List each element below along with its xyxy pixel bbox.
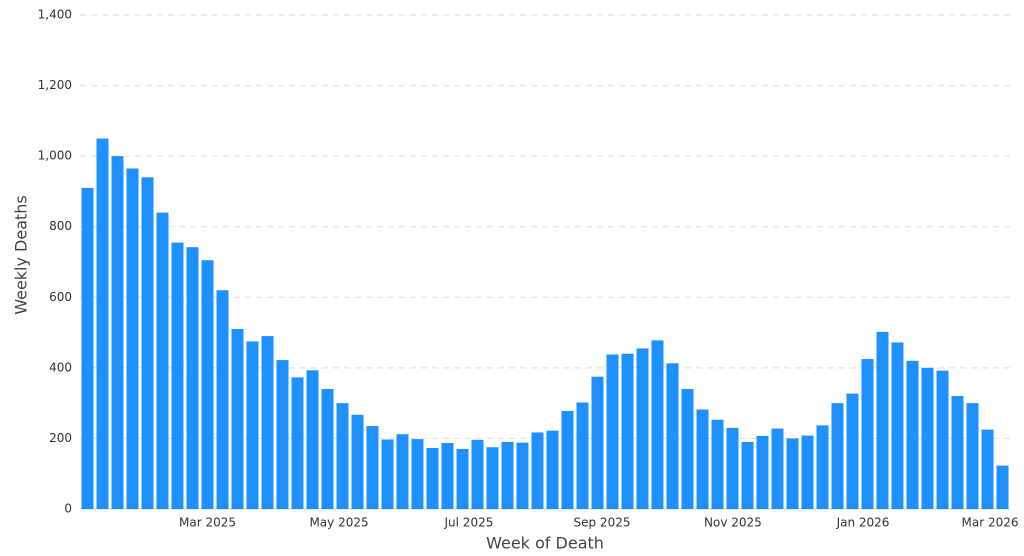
bar [606,354,619,509]
bar [486,447,499,509]
bar [291,377,304,509]
y-tick-label: 1,200 [38,78,72,92]
x-tick-label: Jan 2026 [836,516,890,530]
bar [771,428,784,509]
bar [276,360,289,509]
bar [666,363,679,509]
bar [501,441,514,509]
bar [561,410,574,509]
bar [846,393,859,509]
bar [906,360,919,509]
bar [111,156,124,509]
bar [186,247,199,509]
bar [741,441,754,509]
bar [261,336,274,509]
bar [831,403,844,509]
bar [756,435,769,509]
y-axis-title: Weekly Deaths [12,195,31,315]
bar [306,370,319,509]
bar [966,403,979,509]
x-tick-label: May 2025 [309,516,368,530]
bar [576,402,589,509]
bar [801,435,814,509]
bar [546,430,559,509]
y-tick-label: 200 [49,431,72,445]
bar [531,432,544,509]
bar [246,341,259,509]
bar [156,212,169,509]
y-tick-label: 800 [49,219,72,233]
bar [201,260,214,509]
x-tick-label: Sep 2025 [574,516,631,530]
bar [681,389,694,509]
bar [996,465,1009,509]
bar [891,342,904,509]
bar [876,331,889,509]
bar [636,348,649,509]
bar [471,439,484,509]
bar [141,177,154,510]
bar [861,359,874,509]
bar [651,340,664,509]
bar [981,429,994,509]
bar [456,449,469,509]
bar [516,442,529,509]
y-tick-label: 400 [49,360,72,374]
bar [96,138,109,509]
bar [726,427,739,509]
bar [351,414,364,509]
bar [231,329,244,509]
bar [171,242,184,510]
bar [321,389,334,509]
bar [411,439,424,509]
bar [366,426,379,509]
bar [336,403,349,509]
bar [216,290,229,509]
bar [951,396,964,509]
bar [816,425,829,509]
x-axis-title: Week of Death [486,534,604,553]
x-tick-label: Jul 2025 [444,516,494,530]
bar [936,370,949,509]
y-tick-label: 1,400 [38,8,72,22]
bar [696,409,709,509]
bar [591,376,604,509]
bar [396,434,409,509]
bar [786,438,799,509]
y-tick-label: 1,000 [38,149,72,163]
bar [126,168,139,509]
y-tick-label: 0 [64,502,72,516]
bar [441,443,454,509]
x-tick-label: Mar 2026 [962,516,1019,530]
bar [921,367,934,509]
y-tick-label: 600 [49,290,72,304]
bar [81,187,94,509]
bar [426,447,439,509]
bar [621,353,634,509]
x-tick-label: Nov 2025 [704,516,762,530]
bar [711,419,724,509]
bar [381,439,394,509]
x-tick-label: Mar 2025 [179,516,236,530]
